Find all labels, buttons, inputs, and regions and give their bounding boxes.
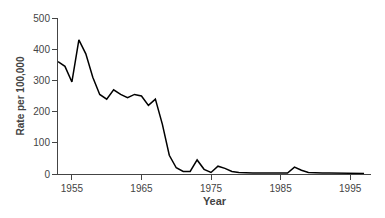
svg-text:500: 500 (33, 13, 50, 24)
svg-text:1985: 1985 (269, 183, 292, 194)
svg-text:200: 200 (33, 106, 50, 117)
svg-text:0: 0 (44, 169, 50, 180)
svg-text:100: 100 (33, 137, 50, 148)
svg-text:400: 400 (33, 44, 50, 55)
svg-text:1955: 1955 (61, 183, 84, 194)
svg-text:Rate per 100,000: Rate per 100,000 (15, 56, 26, 135)
svg-text:1975: 1975 (200, 183, 223, 194)
svg-text:300: 300 (33, 75, 50, 86)
svg-text:1995: 1995 (339, 183, 362, 194)
svg-text:1965: 1965 (130, 183, 153, 194)
svg-text:Year: Year (203, 195, 227, 207)
